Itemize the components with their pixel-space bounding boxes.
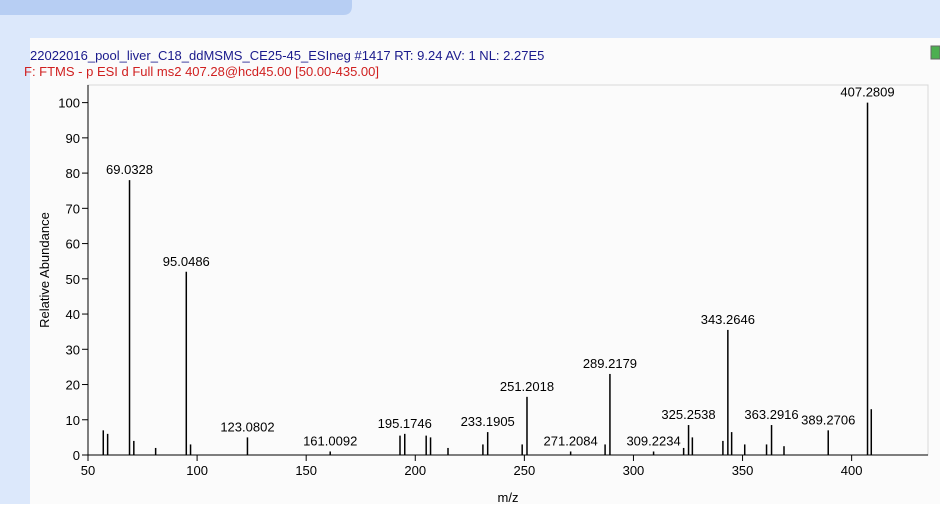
peak-label: 289.2179 (583, 356, 637, 371)
x-tick-label: 200 (404, 463, 426, 478)
y-tick-label: 60 (66, 237, 80, 252)
x-tick-label: 350 (732, 463, 754, 478)
x-tick-label: 250 (514, 463, 536, 478)
peak-label: 407.2809 (840, 85, 894, 100)
x-tick-label: 300 (623, 463, 645, 478)
peak-label: 195.1746 (378, 416, 432, 431)
y-tick-label: 20 (66, 378, 80, 393)
peak-label: 363.2916 (744, 407, 798, 422)
y-tick-label: 90 (66, 131, 80, 146)
peak-label: 251.2018 (500, 379, 554, 394)
peak-label: 389.2706 (801, 412, 855, 427)
peak-label: 233.1905 (461, 414, 515, 429)
y-tick-label: 100 (58, 96, 80, 111)
y-axis-label: Relative Abundance (37, 212, 52, 328)
tab[interactable] (0, 0, 352, 15)
x-tick-label: 150 (295, 463, 317, 478)
y-tick-label: 40 (66, 307, 80, 322)
filter: F: FTMS - p ESI d Full ms2 407.28@hcd45.… (24, 64, 379, 79)
header: 22022016_pool_liver_C18_ddMSMS_CE25-45_E… (30, 48, 544, 63)
x-tick-label: 400 (841, 463, 863, 478)
icon[interactable] (930, 45, 940, 60)
x-tick-label: 50 (81, 463, 95, 478)
x-axis-label: m/z (498, 490, 519, 504)
x-tick-label: 100 (186, 463, 208, 478)
y-tick-label: 10 (66, 413, 80, 428)
peak-label: 325.2538 (661, 407, 715, 422)
y-tick-label: 80 (66, 166, 80, 181)
peak-label: 343.2646 (701, 312, 755, 327)
y-tick-label: 70 (66, 201, 80, 216)
y-tick-label: 30 (66, 342, 80, 357)
y-tick-label: 0 (73, 448, 80, 463)
peak-label: 309.2234 (626, 433, 680, 448)
y-tick-label: 50 (66, 272, 80, 287)
peak-label: 161.0092 (303, 433, 357, 448)
peak-label: 123.0802 (220, 419, 274, 434)
peak-label: 69.0328 (106, 162, 153, 177)
peak-label: 271.2084 (544, 433, 598, 448)
peak-label: 95.0486 (163, 254, 210, 269)
panel (30, 38, 940, 504)
